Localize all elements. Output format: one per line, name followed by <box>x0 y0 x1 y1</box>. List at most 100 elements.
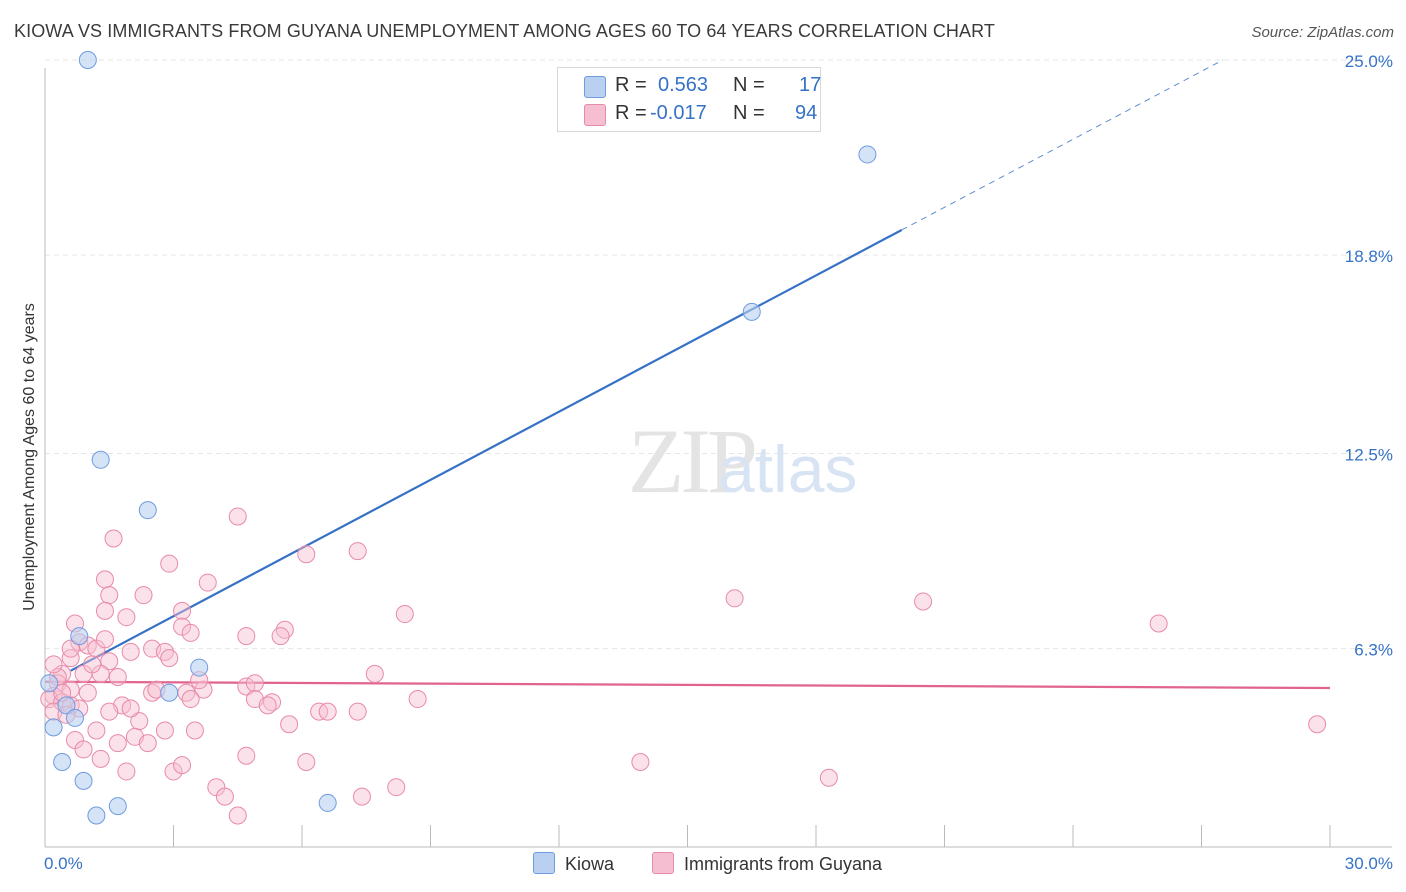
guyana-point <box>108 668 127 687</box>
n-label: N = <box>733 74 765 96</box>
guyana-point <box>1149 614 1168 633</box>
guyana-point <box>352 787 371 806</box>
guyana-point <box>631 753 650 772</box>
correlation-legend: R = 0.563 N = 17 R = -0.017 N = 94 <box>557 67 821 132</box>
guyana-point <box>271 627 290 646</box>
guyana-point <box>91 749 110 768</box>
guyana-point <box>61 639 80 658</box>
guyana-point <box>117 608 136 627</box>
bottom-legend-kiowa: Kiowa <box>533 852 614 875</box>
guyana-point <box>237 627 256 646</box>
guyana-point <box>181 690 200 709</box>
guyana-point <box>348 542 367 561</box>
kiowa-point <box>108 797 127 816</box>
guyana-legend-label: Immigrants from Guyana <box>684 854 883 874</box>
guyana-point <box>185 721 204 740</box>
guyana-point <box>138 734 157 753</box>
kiowa-point <box>138 501 157 520</box>
watermark: ZIP atlas <box>628 410 857 512</box>
guyana-trend-line <box>44 680 1331 690</box>
guyana-point <box>61 649 80 668</box>
n-label: N = <box>733 102 765 124</box>
tick-labels: 6.3% 12.5% 18.8% 25.0% 0.0% 30.0% <box>44 52 1393 873</box>
guyana-point <box>155 721 174 740</box>
kiowa-r-value: 0.563 <box>658 74 709 96</box>
guyana-point <box>74 740 93 759</box>
kiowa-trend-extension <box>901 59 1224 231</box>
guyana-point <box>215 787 234 806</box>
guyana-point <box>365 664 384 683</box>
guyana-point <box>1308 715 1327 734</box>
guyana-point <box>237 746 256 765</box>
guyana-point <box>408 690 427 709</box>
y-tick-label: 12.5% <box>1345 446 1393 465</box>
guyana-point <box>228 507 247 526</box>
guyana-point <box>78 683 97 702</box>
trend-lines <box>44 59 1331 690</box>
guyana-points <box>40 507 1327 825</box>
kiowa-point <box>53 753 72 772</box>
guyana-point <box>95 630 114 649</box>
guyana-point <box>173 756 192 775</box>
kiowa-point <box>70 627 89 646</box>
guyana-point <box>95 601 114 620</box>
guyana-point <box>348 702 367 721</box>
guyana-point <box>297 753 316 772</box>
kiowa-point <box>65 708 84 727</box>
kiowa-point <box>858 145 877 164</box>
guyana-point <box>100 702 119 721</box>
kiowa-point <box>318 793 337 812</box>
guyana-point <box>44 655 63 674</box>
kiowa-point <box>44 718 63 737</box>
guyana-legend-swatch <box>652 852 674 874</box>
guyana-point <box>258 696 277 715</box>
guyana-point <box>914 592 933 611</box>
watermark-zip: ZIP <box>628 410 755 512</box>
guyana-point <box>280 715 299 734</box>
kiowa-points <box>40 51 877 825</box>
guyana-point <box>83 655 102 674</box>
guyana-point <box>134 586 153 605</box>
guyana-point <box>121 699 140 718</box>
guyana-point <box>117 762 136 781</box>
r-label: R = <box>615 102 647 124</box>
guyana-point <box>387 778 406 797</box>
gridlines <box>45 59 1392 650</box>
r-label: R = <box>615 74 647 96</box>
kiowa-point <box>57 696 76 715</box>
guyana-point <box>104 529 123 548</box>
source-credit: Source: ZipAtlas.com <box>1251 24 1394 41</box>
guyana-point <box>95 570 114 589</box>
kiowa-legend-label: Kiowa <box>565 854 615 874</box>
kiowa-point <box>91 450 110 469</box>
guyana-swatch <box>584 104 606 126</box>
kiowa-point <box>40 674 59 693</box>
bottom-legend-guyana: Immigrants from Guyana <box>652 852 882 875</box>
guyana-point <box>819 768 838 787</box>
kiowa-point <box>78 51 97 69</box>
guyana-r-value: -0.017 <box>650 102 707 124</box>
guyana-point <box>108 734 127 753</box>
guyana-point <box>194 680 213 699</box>
guyana-point <box>245 674 264 693</box>
kiowa-trend-line <box>70 229 903 672</box>
guyana-n-value: 94 <box>795 102 818 124</box>
y-tick-label: 18.8% <box>1345 247 1393 266</box>
guyana-point <box>395 605 414 624</box>
kiowa-point <box>160 683 179 702</box>
kiowa-legend-swatch <box>533 852 555 874</box>
guyana-point <box>87 721 106 740</box>
kiowa-point <box>87 806 106 825</box>
guyana-point <box>121 642 140 661</box>
guyana-point <box>160 649 179 668</box>
chart-title: KIOWA VS IMMIGRANTS FROM GUYANA UNEMPLOY… <box>14 21 996 41</box>
watermark-atlas: atlas <box>718 432 857 506</box>
kiowa-point <box>742 302 761 321</box>
axes <box>44 68 1392 848</box>
kiowa-point <box>74 771 93 790</box>
x-tick-label: 0.0% <box>44 854 83 873</box>
guyana-point <box>318 702 337 721</box>
guyana-point <box>198 573 217 592</box>
guyana-point <box>181 623 200 642</box>
x-tick-label: 30.0% <box>1345 854 1393 873</box>
